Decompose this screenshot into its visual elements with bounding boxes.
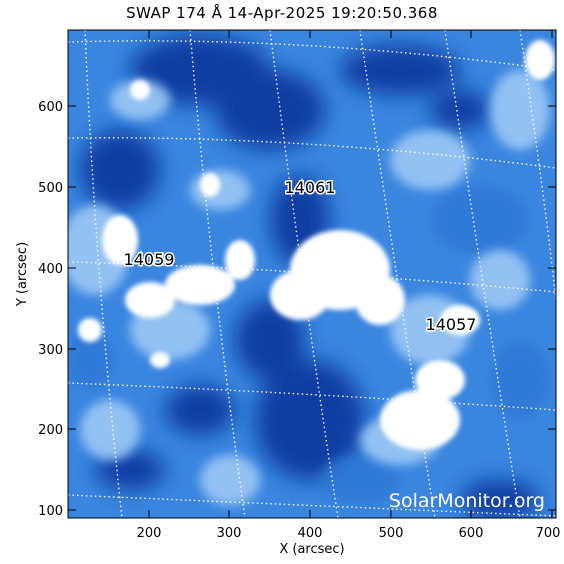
y-tick-label: 100 — [38, 504, 63, 519]
heliographic-grid — [68, 30, 556, 518]
x-tick-label: 700 — [536, 526, 561, 541]
y-axis-title: Y (arcsec) — [15, 242, 30, 307]
x-axis-ticks — [148, 30, 553, 518]
y-tick-label: 400 — [38, 262, 63, 277]
image-title: SWAP 174 Å 14-Apr-2025 19:20:50.368 — [126, 4, 438, 22]
active-region-label: 14059 — [124, 250, 175, 269]
x-axis-title: X (arcsec) — [279, 542, 344, 557]
y-tick-label: 300 — [38, 343, 63, 358]
active-region-label: 14057 — [426, 315, 477, 334]
x-tick-label: 500 — [379, 526, 404, 541]
x-tick-label: 200 — [137, 526, 162, 541]
y-tick-label: 500 — [38, 181, 63, 196]
x-tick-label: 600 — [459, 526, 484, 541]
watermark: SolarMonitor.org — [389, 490, 545, 512]
active-region-label: 14061 — [285, 178, 336, 197]
y-tick-label: 600 — [38, 100, 63, 115]
y-axis-ticks — [68, 105, 556, 511]
x-tick-label: 400 — [298, 526, 323, 541]
x-tick-label: 300 — [217, 526, 242, 541]
y-tick-label: 200 — [38, 423, 63, 438]
euv-image — [68, 30, 556, 518]
plot-frame — [67, 29, 557, 519]
